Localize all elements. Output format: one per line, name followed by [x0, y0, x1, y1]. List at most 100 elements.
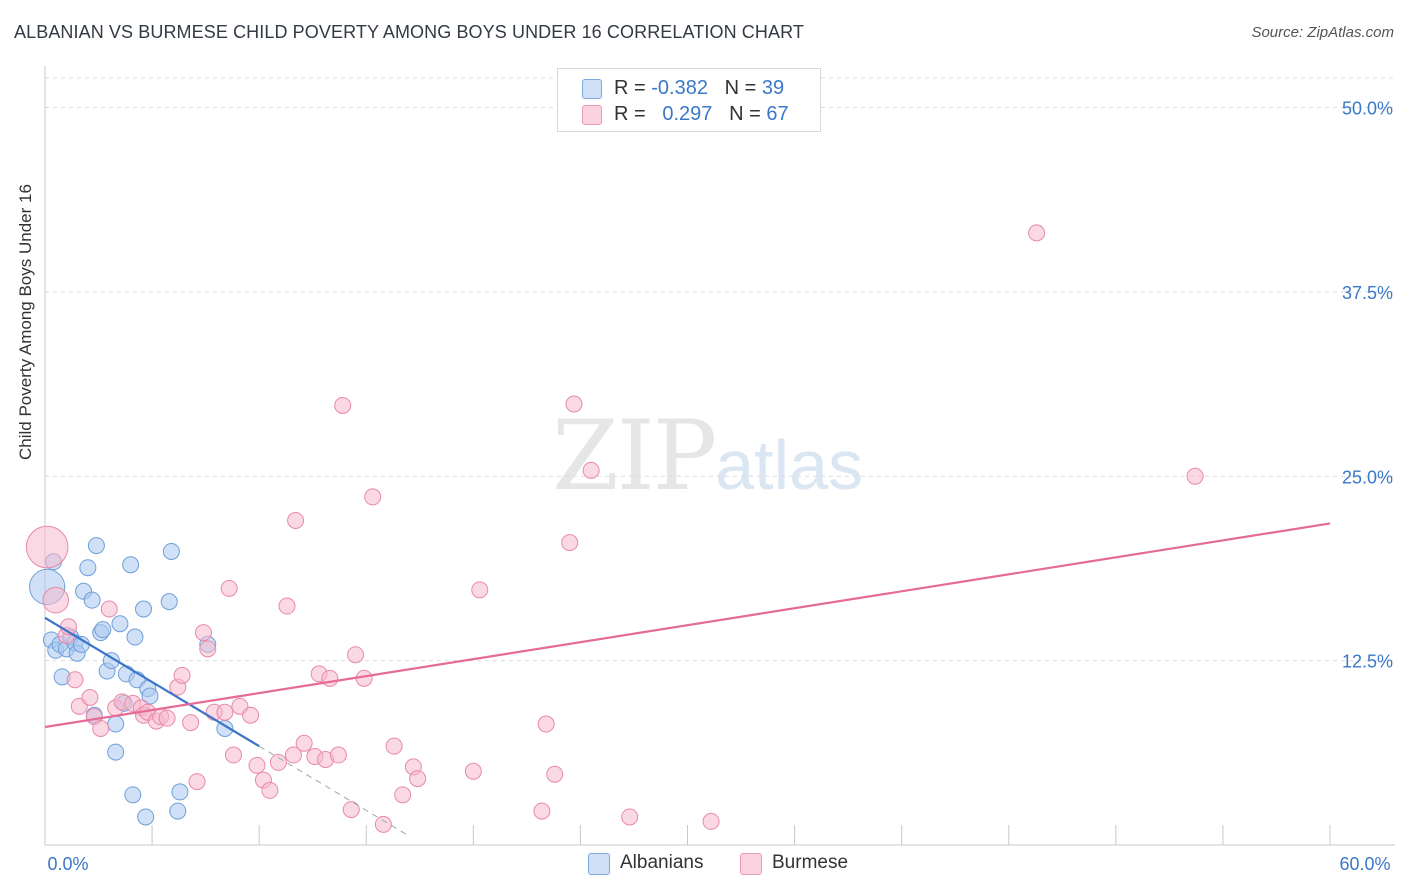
point-burmese	[394, 786, 412, 804]
bottom-legend-label-burmese: Burmese	[772, 852, 849, 873]
legend-r-value: -0.382	[651, 77, 708, 99]
point-burmese	[561, 534, 579, 552]
legend-text-burmese: R = 0.297 N = 67	[614, 103, 789, 126]
point-burmese	[329, 746, 347, 764]
bottom-legend-swatch-albanians	[588, 853, 610, 875]
bottom-legend-swatch-burmese	[740, 853, 762, 875]
point-albanians	[160, 593, 178, 611]
point-albanians	[111, 615, 129, 633]
point-burmese	[42, 586, 70, 614]
point-burmese	[409, 770, 427, 788]
y-tick-label: 37.5%	[1342, 283, 1393, 303]
point-albanians	[135, 600, 153, 618]
chart-title: ALBANIAN VS BURMESE CHILD POVERTY AMONG …	[14, 22, 804, 42]
point-burmese	[173, 666, 191, 684]
point-burmese	[537, 715, 555, 733]
legend-n-value: 67	[766, 103, 789, 125]
point-burmese	[261, 781, 279, 799]
point-burmese	[199, 640, 217, 658]
point-burmese	[158, 709, 176, 727]
legend-swatch-burmese	[582, 105, 602, 125]
point-burmese	[464, 762, 482, 780]
point-burmese	[1186, 467, 1204, 485]
tick-label-layer: 12.5% 25.0% 37.5% 50.0% 0.0% 60.0%	[47, 99, 1393, 875]
point-burmese	[385, 737, 403, 755]
point-burmese	[471, 581, 489, 599]
legend-swatch-albanians	[582, 79, 602, 99]
legend-n-label: N =	[724, 77, 757, 99]
legend-text-albanians: R = -0.382 N = 39	[614, 77, 784, 100]
legend-r-label: R =	[614, 77, 646, 99]
point-albanians	[171, 783, 189, 801]
point-albanians	[126, 628, 144, 646]
point-burmese	[546, 765, 564, 783]
point-burmese	[220, 579, 238, 597]
trend-extension-albanians	[258, 745, 410, 837]
x-tick-label-max: 60.0%	[1339, 854, 1390, 874]
bottom-legend-label-albanians: Albanians	[620, 852, 704, 873]
trend-layer	[44, 522, 1331, 837]
point-burmese	[81, 689, 99, 706]
point-burmese	[100, 600, 118, 618]
point-albanians	[94, 621, 112, 639]
watermark: ZIPatlas	[552, 400, 863, 512]
point-albanians	[83, 591, 101, 609]
y-axis-label: Child Poverty Among Boys Under 16	[16, 184, 35, 460]
point-burmese	[364, 488, 382, 506]
y-tick-label: 50.0%	[1342, 99, 1393, 119]
point-burmese	[194, 624, 212, 642]
trend-line-albanians	[44, 616, 260, 748]
y-tick-label: 12.5%	[1342, 652, 1393, 672]
point-albanians	[107, 743, 125, 761]
point-burmese	[278, 597, 296, 615]
point-burmese	[347, 646, 365, 664]
point-albanians	[169, 802, 187, 820]
legend-n-label: N =	[729, 103, 761, 125]
point-burmese	[287, 512, 305, 529]
point-burmese	[242, 706, 260, 724]
point-burmese	[269, 753, 287, 771]
point-albanians	[162, 542, 180, 560]
point-albanians	[79, 559, 97, 577]
point-burmese	[25, 525, 69, 569]
point-albanians	[137, 808, 155, 826]
point-burmese	[533, 802, 551, 820]
point-burmese	[188, 773, 206, 791]
points-layer	[25, 224, 1204, 833]
point-albanians	[122, 556, 140, 574]
watermark-atlas: atlas	[715, 426, 864, 504]
legend-r-value: 0.297	[662, 103, 713, 125]
point-burmese	[334, 396, 352, 414]
y-tick-label: 25.0%	[1342, 467, 1393, 487]
point-burmese	[248, 756, 266, 774]
x-tick-label-min: 0.0%	[47, 854, 88, 874]
trend-line-burmese	[44, 522, 1331, 729]
point-burmese	[216, 703, 234, 721]
point-burmese	[321, 669, 339, 687]
stats-legend: R = -0.382 N = 39 R = 0.297 N = 67	[557, 68, 821, 132]
point-burmese	[66, 671, 84, 689]
point-burmese	[224, 746, 242, 764]
watermark-zip: ZIP	[552, 400, 717, 512]
point-burmese	[284, 746, 302, 764]
grid-layer	[45, 77, 1395, 662]
point-burmese	[621, 808, 639, 826]
point-burmese	[1028, 224, 1046, 242]
legend-r-label: R =	[614, 103, 646, 125]
point-burmese	[182, 714, 200, 732]
source-credit: Source: ZipAtlas.com	[1251, 24, 1394, 41]
point-burmese	[565, 395, 583, 413]
axes-layer	[44, 66, 1395, 846]
point-albanians	[87, 537, 105, 555]
point-albanians	[107, 715, 125, 733]
point-albanians	[102, 652, 120, 670]
point-burmese	[295, 734, 313, 752]
point-burmese	[92, 719, 110, 737]
point-albanians	[124, 786, 142, 804]
point-burmese	[342, 801, 360, 819]
point-burmese	[374, 815, 392, 833]
legend-n-value: 39	[761, 77, 785, 99]
point-burmese	[582, 461, 600, 479]
point-burmese	[702, 812, 720, 830]
